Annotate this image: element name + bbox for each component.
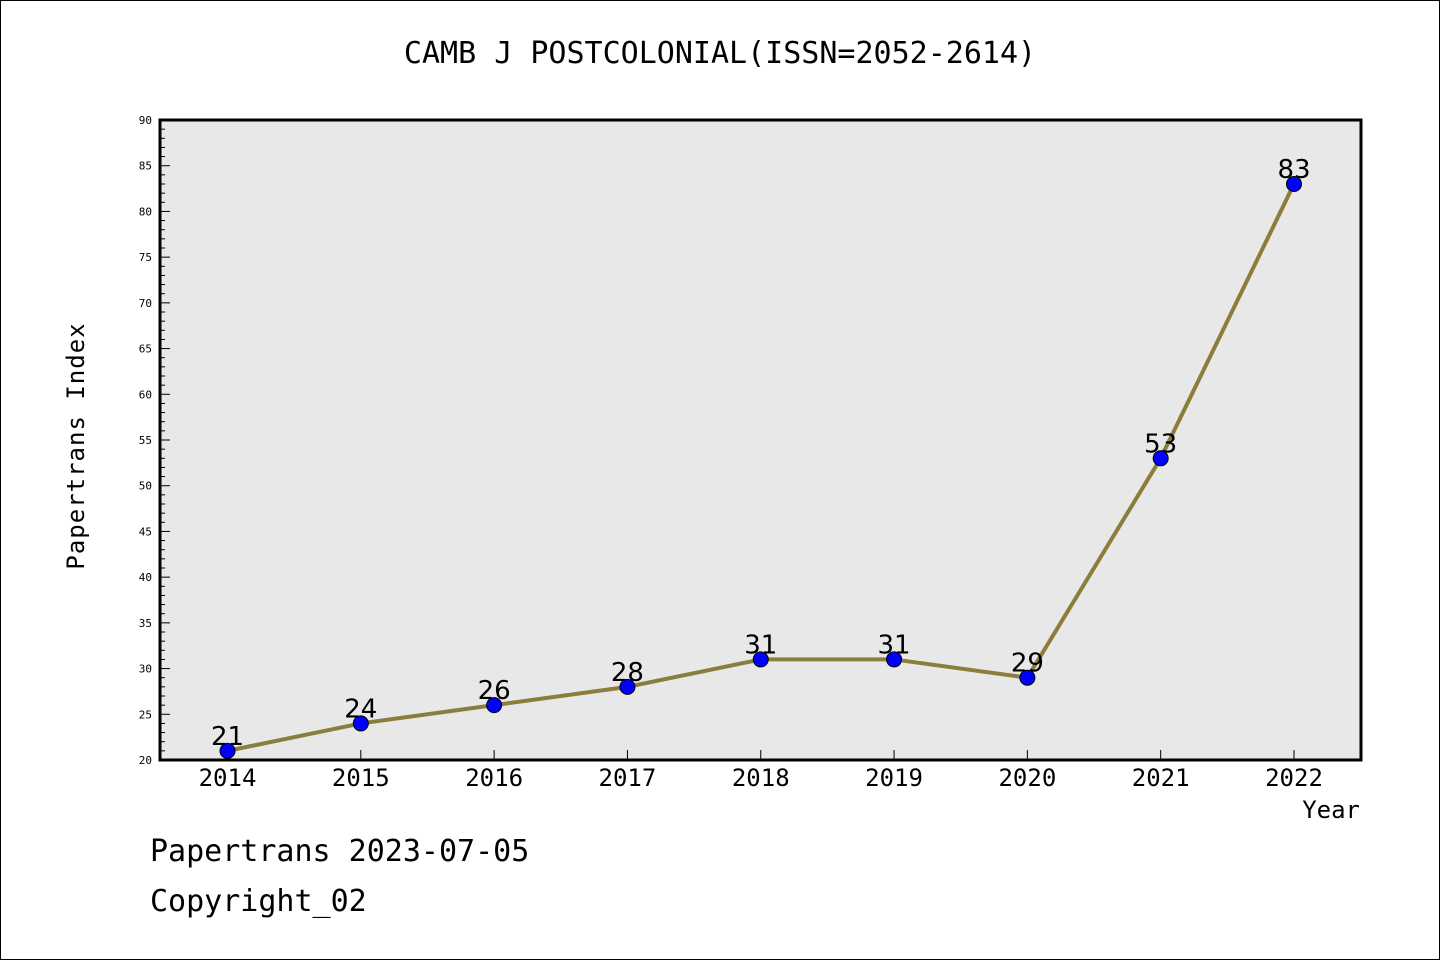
data-point xyxy=(219,742,236,759)
y-tick-label: 20 xyxy=(139,754,152,767)
data-label: 28 xyxy=(611,658,644,688)
y-tick-label: 70 xyxy=(139,297,152,310)
data-label: 29 xyxy=(1011,649,1044,679)
plot-border xyxy=(158,118,1363,762)
data-point xyxy=(619,678,636,695)
y-tick-label: 75 xyxy=(139,251,152,264)
data-label: 21 xyxy=(211,722,244,752)
x-axis-label: Year xyxy=(1302,796,1360,824)
y-axis-label: Papertrans Index xyxy=(62,322,90,570)
data-label: 31 xyxy=(744,630,777,660)
y-tick-label: 30 xyxy=(139,663,152,676)
y-tick-label: 85 xyxy=(139,160,152,173)
data-point xyxy=(352,715,369,732)
data-label: 26 xyxy=(478,676,511,706)
x-tick-label: 2014 xyxy=(199,764,257,792)
data-point xyxy=(1286,176,1302,192)
data-point xyxy=(486,697,503,714)
x-tick-label: 2015 xyxy=(332,764,390,792)
data-label: 24 xyxy=(344,694,377,724)
data-points xyxy=(219,176,1302,759)
data-label: 53 xyxy=(1144,429,1177,459)
x-tick-label: 2022 xyxy=(1265,764,1323,792)
x-tick-label: 2021 xyxy=(1132,764,1190,792)
data-point xyxy=(1152,450,1169,467)
x-tick-label: 2016 xyxy=(465,764,523,792)
x-tick-label: 2018 xyxy=(732,764,790,792)
x-tick-label: 2017 xyxy=(599,764,657,792)
chart-title: CAMB J POSTCOLONIAL(ISSN=2052-2614) xyxy=(403,36,1037,71)
y-tick-label: 80 xyxy=(139,205,152,218)
data-point xyxy=(752,651,769,668)
y-tick-label: 25 xyxy=(139,708,152,721)
data-labels: 21 24 26 28 31 31 29 53 83 xyxy=(211,155,1311,752)
y-tick-label: 60 xyxy=(139,388,152,401)
data-point xyxy=(1019,669,1036,686)
y-tick-label: 45 xyxy=(139,525,152,538)
data-point xyxy=(886,651,903,668)
data-label: 83 xyxy=(1277,155,1310,185)
y-tick-label: 90 xyxy=(139,114,152,127)
x-tick-label: 2020 xyxy=(998,764,1056,792)
x-axis: 2014 2015 2016 2017 2018 2019 2020 2021 2022 xyxy=(199,750,1323,792)
x-tick-label: 2019 xyxy=(865,764,923,792)
y-tick-label: 65 xyxy=(139,343,152,356)
y-tick-label: 40 xyxy=(139,571,152,584)
y-tick-label: 35 xyxy=(139,617,152,630)
y-tick-label: 50 xyxy=(139,480,152,493)
data-label: 31 xyxy=(878,630,911,660)
footer-date: Papertrans 2023-07-05 xyxy=(150,834,530,869)
footer-copyright: Copyright_02 xyxy=(150,884,367,919)
y-tick-label: 55 xyxy=(139,434,152,447)
